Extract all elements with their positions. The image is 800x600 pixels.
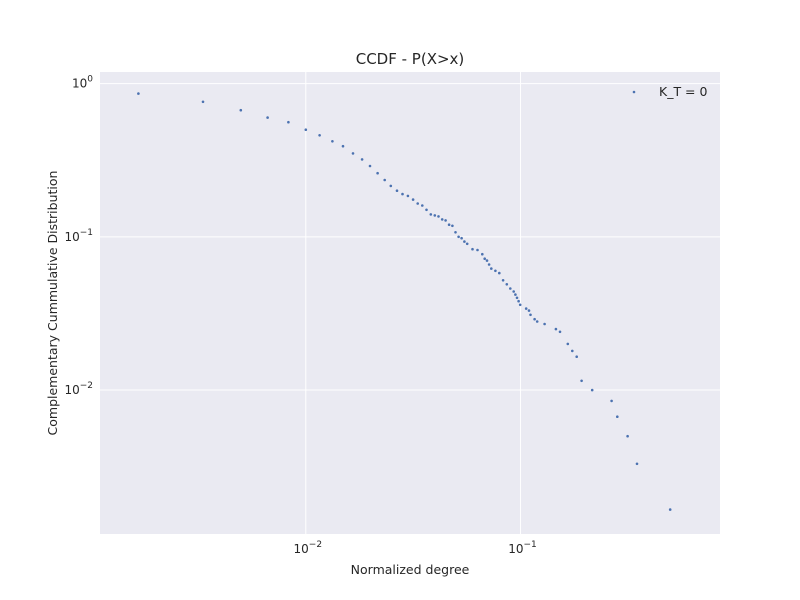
- data-point: [524, 307, 528, 310]
- data-point: [635, 462, 639, 466]
- data-point: [566, 342, 570, 346]
- data-point: [514, 293, 517, 296]
- data-point: [465, 242, 469, 246]
- data-point: [351, 152, 355, 155]
- plot-area: [100, 72, 720, 534]
- data-point: [416, 202, 420, 205]
- data-point: [485, 259, 489, 262]
- data-point: [401, 192, 404, 196]
- data-point: [501, 279, 505, 282]
- data-point: [571, 349, 574, 353]
- data-point: [543, 322, 546, 326]
- data-point: [590, 388, 594, 392]
- data-point: [527, 309, 531, 312]
- data-point: [610, 399, 613, 403]
- data-point: [201, 100, 205, 104]
- data-point: [518, 303, 522, 307]
- data-points: [137, 92, 672, 511]
- data-point: [451, 224, 454, 228]
- data-point: [437, 215, 440, 218]
- gridlines: [100, 72, 720, 534]
- data-point: [476, 248, 479, 252]
- y-axis-label: Complementary Cummulative Distribution: [45, 171, 60, 436]
- data-point: [505, 283, 509, 286]
- data-point: [668, 508, 672, 511]
- data-point: [512, 290, 515, 293]
- data-point: [533, 317, 536, 321]
- data-point: [440, 218, 444, 221]
- y-tick-label: 10−2: [64, 381, 93, 397]
- data-point: [463, 240, 466, 243]
- chart-title: CCDF - P(X>x): [356, 50, 465, 68]
- legend-marker: [632, 90, 636, 94]
- x-tick-label: 10−2: [294, 540, 323, 556]
- data-point: [483, 257, 487, 261]
- data-point: [515, 296, 519, 300]
- data-point: [341, 144, 345, 148]
- data-point: [266, 116, 269, 119]
- data-point: [580, 379, 583, 383]
- data-point: [421, 204, 424, 207]
- data-point: [529, 313, 532, 317]
- data-point: [411, 198, 415, 201]
- data-point: [429, 213, 433, 216]
- x-tick-label: 10−1: [508, 540, 537, 556]
- data-point: [517, 299, 520, 303]
- y-tick-labels: 100 10−1 10−2: [64, 75, 93, 397]
- x-axis-label: Normalized degree: [351, 562, 470, 577]
- data-point: [454, 231, 457, 234]
- data-point: [444, 219, 447, 222]
- data-point: [447, 223, 451, 226]
- data-point: [395, 189, 399, 192]
- y-tick-label: 10−1: [64, 228, 93, 244]
- data-point: [481, 252, 484, 256]
- data-point: [287, 120, 290, 124]
- data-point: [487, 263, 491, 266]
- data-point: [239, 108, 243, 112]
- data-point: [360, 158, 364, 161]
- x-tick-labels: 10−2 10−1: [294, 540, 537, 556]
- data-point: [498, 271, 501, 275]
- data-point: [457, 235, 460, 239]
- y-tick-label: 100: [72, 75, 93, 91]
- data-point: [535, 320, 539, 323]
- data-point: [376, 171, 379, 175]
- data-point: [554, 327, 558, 331]
- data-point: [389, 184, 393, 188]
- data-point: [509, 287, 512, 290]
- data-point: [318, 134, 321, 137]
- legend: K_T = 0: [632, 84, 708, 99]
- data-point: [331, 140, 334, 143]
- data-point: [490, 267, 493, 270]
- data-point: [626, 434, 629, 438]
- data-point: [304, 128, 308, 131]
- data-point: [494, 269, 497, 273]
- data-point: [616, 415, 619, 419]
- data-point: [575, 355, 578, 359]
- data-point: [368, 164, 372, 168]
- data-point: [558, 330, 562, 334]
- data-point: [471, 247, 474, 251]
- data-point: [433, 214, 437, 217]
- data-point: [137, 92, 140, 95]
- data-point: [406, 194, 410, 198]
- data-point: [460, 236, 463, 240]
- data-point: [383, 178, 387, 182]
- data-point: [425, 208, 428, 212]
- legend-label: K_T = 0: [659, 84, 708, 99]
